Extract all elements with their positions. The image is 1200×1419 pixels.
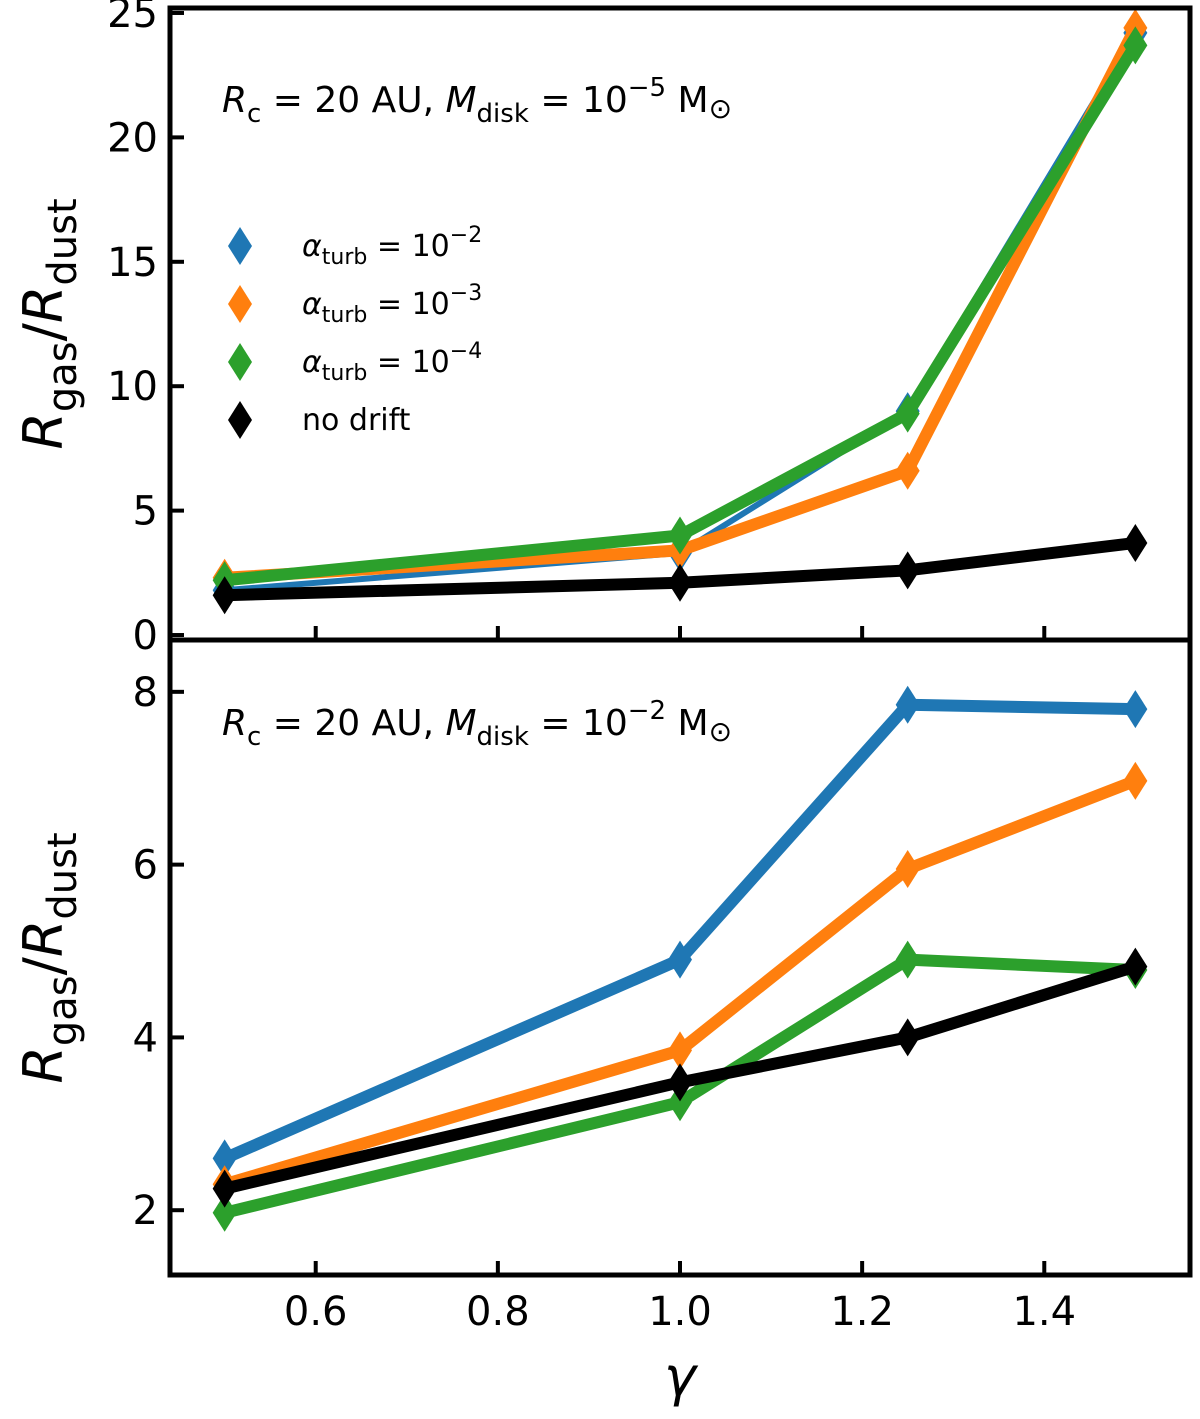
x-tick-label-2: 1.0 [648, 1289, 712, 1335]
y-tick-label-1-3: 8 [133, 670, 158, 716]
y-axis-label-0: Rgas/Rdust [12, 198, 86, 449]
x-tick-label-0: 0.6 [284, 1289, 348, 1335]
series-line-1-1 [218, 774, 1142, 1191]
series-line-1-0 [218, 698, 1142, 1165]
series-point-1-3-0 [212, 1169, 237, 1208]
series-point-1-1-3 [1123, 761, 1148, 800]
y-tick-label-1-0: 2 [133, 1188, 158, 1234]
series-point-1-0-3 [1123, 690, 1148, 729]
legend-label-0: αturb = 10−2 [302, 223, 482, 270]
legend-label-1: αturb = 10−3 [302, 281, 482, 328]
series-point-1-2-2 [895, 940, 920, 979]
series-line-1-3 [218, 960, 1142, 1195]
series-line-0-3 [218, 536, 1142, 602]
legend-marker-0 [228, 227, 252, 265]
series-point-1-1-1 [668, 1031, 692, 1070]
series-point-0-2-2 [895, 394, 920, 433]
x-tick-label-4: 1.4 [1012, 1289, 1076, 1335]
y-axis-label-1: Rgas/Rdust [12, 832, 86, 1083]
series-point-0-3-0 [212, 576, 237, 615]
y-tick-label-0-0: 0 [133, 613, 158, 659]
bottom-panel: 2 4 6 8 0.6 0.8 1.0 1.2 1.4 Rc = 20 AU, Mdisk = 1… [12, 637, 1193, 1408]
series-point-1-0-1 [668, 940, 692, 979]
legend-marker-2 [228, 343, 252, 381]
series-point-0-2-3 [1123, 26, 1148, 65]
y-tick-label-0-2: 10 [107, 364, 158, 410]
series-point-1-0-0 [212, 1139, 237, 1178]
series-point-0-3-3 [1123, 523, 1148, 562]
series-point-1-2-0 [212, 1193, 237, 1232]
y-tick-label-0-1: 5 [133, 489, 158, 535]
y-tick-label-0-5: 25 [107, 0, 158, 37]
top-panel: 0 5 10 15 20 25 Rc = 20 AU, Mdisk = 10−5 M⊙ Rga… [12, 0, 1193, 659]
legend-label-3: no drift [302, 403, 411, 438]
panel-annotation-0: Rc = 20 AU, Mdisk = 10−5 M⊙ [222, 73, 732, 129]
panel-annotation-1: Rc = 20 AU, Mdisk = 10−2 M⊙ [222, 696, 732, 752]
series-line-0-1 [218, 21, 1142, 584]
series-point-1-3-1 [668, 1063, 692, 1102]
series-point-1-2-1 [668, 1083, 692, 1122]
series-point-1-3-2 [895, 1018, 920, 1057]
x-tick-label-3: 1.2 [830, 1289, 894, 1335]
y-tick-label-1-2: 6 [133, 843, 158, 889]
series-line-1-2 [218, 953, 1142, 1219]
series-point-0-3-1 [668, 563, 692, 602]
y-tick-label-0-3: 15 [107, 240, 158, 286]
series-point-0-2-1 [668, 516, 692, 555]
series-point-0-1-2 [895, 451, 920, 490]
series-point-1-3-3 [1123, 947, 1148, 986]
legend-marker-3 [228, 401, 252, 439]
series-line-0-2 [218, 39, 1142, 587]
x-tick-label-1: 0.8 [466, 1289, 530, 1335]
y-tick-label-0-4: 20 [107, 115, 158, 161]
legend-label-2: αturb = 10−4 [302, 339, 482, 386]
series-point-1-1-2 [895, 849, 920, 888]
x-axis-label: γ [664, 1345, 699, 1408]
series-point-0-3-2 [895, 551, 920, 590]
series-point-1-0-2 [895, 685, 920, 724]
legend-marker-1 [228, 285, 252, 323]
legend: αturb = 10−2 αturb = 10−3 αturb = 10−4 no d… [228, 223, 482, 439]
y-tick-label-1-1: 4 [133, 1015, 158, 1061]
